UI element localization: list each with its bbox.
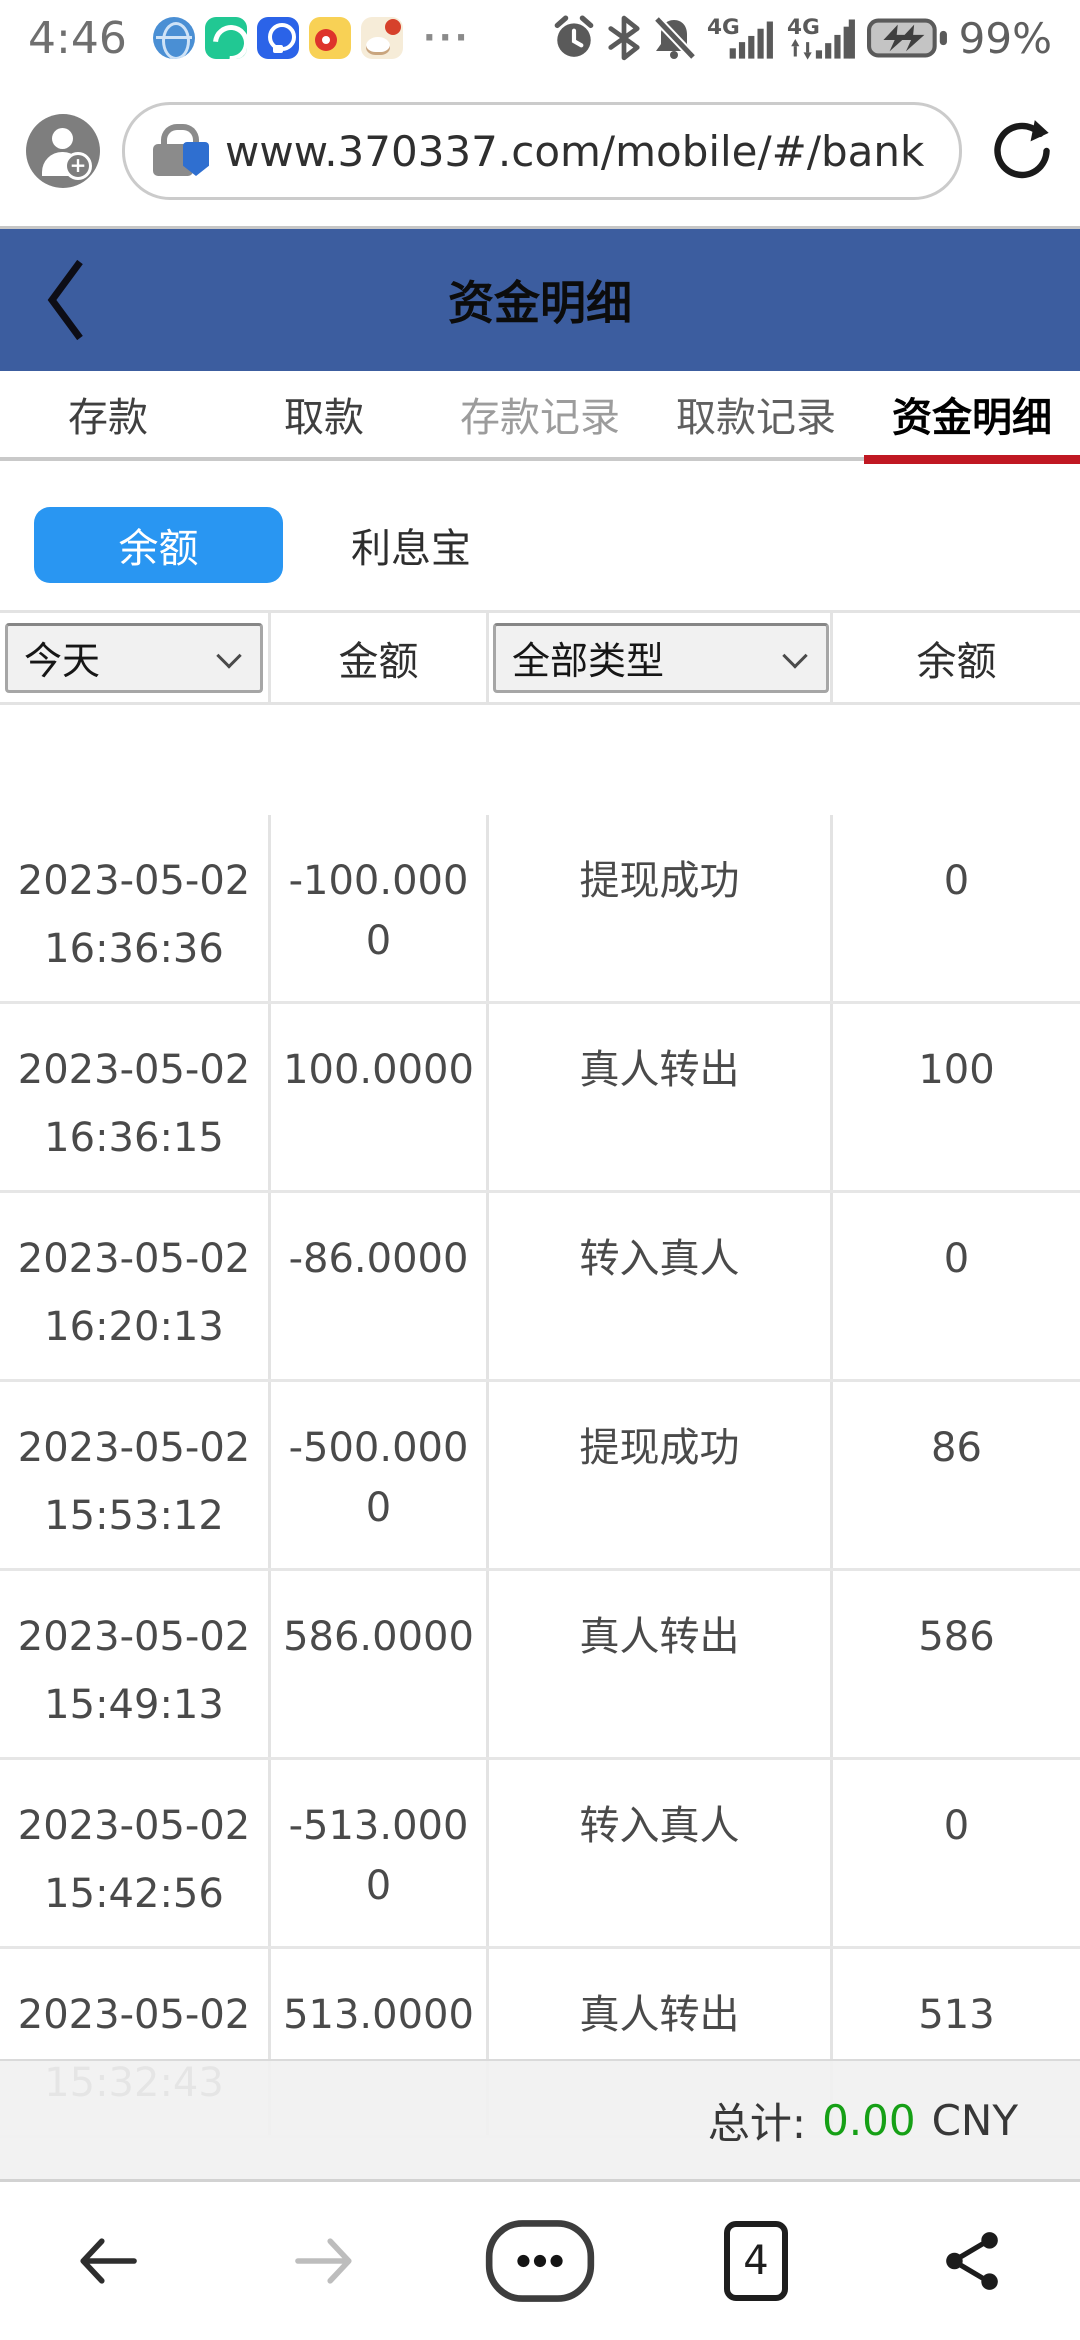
cell-type: 真人转出 <box>489 1004 833 1190</box>
subtab-balance-button[interactable]: 余额 <box>34 506 283 583</box>
weibo-app-icon <box>308 17 351 59</box>
cell-type: 真人转出 <box>489 1949 833 2135</box>
table-row: 2023-05-02 16:36:36 -100.0000 提现成功 0 <box>0 815 1080 1004</box>
total-currency: CNY <box>931 2095 1018 2145</box>
url-text: www.370337.com/mobile/#/bank <box>225 126 925 176</box>
cell-datetime: 2023-05-02 16:36:15 <box>0 1004 271 1190</box>
svg-text:4G: 4G <box>707 15 740 40</box>
cell-datetime: 2023-05-02 16:20:13 <box>0 1193 271 1379</box>
alarm-icon <box>554 15 593 57</box>
jd-dog-app-icon <box>360 17 403 59</box>
back-arrow-icon[interactable] <box>0 2235 216 2287</box>
cell-datetime: 2023-05-02 15:49:13 <box>0 1571 271 1757</box>
cell-amount: -86.0000 <box>271 1193 489 1379</box>
cell-amount: 586.0000 <box>271 1571 489 1757</box>
menu-pill-icon[interactable] <box>432 2219 648 2303</box>
cell-datetime: 2023-05-02 16:36:36 <box>0 815 271 1001</box>
table-row: 2023-05-02 15:42:56 -513.0000 转入真人 0 <box>0 1760 1080 1949</box>
tab-withdraw-records[interactable]: 取款记录 <box>676 395 836 441</box>
forward-arrow-icon[interactable] <box>216 2235 432 2287</box>
cell-amount: -513.0000 <box>271 1760 489 1946</box>
page-title: 资金明细 <box>448 276 632 330</box>
filter-date-cell: 今天 <box>0 613 271 702</box>
bell-muted-icon <box>653 15 696 61</box>
cell-balance: 0 <box>943 1803 970 1849</box>
balance-column-header: 余额 <box>916 638 997 685</box>
tab-deposit[interactable]: 存款 <box>68 395 148 441</box>
cell-datetime: 2023-05-02 15:42:56 <box>0 1760 271 1946</box>
cell-type: 转入真人 <box>489 1193 833 1379</box>
bluetooth-icon <box>608 15 640 61</box>
status-bar: 4:46 ··· 4G <box>0 0 1080 76</box>
tab-deposit-records[interactable]: 存款记录 <box>460 395 620 441</box>
battery-percent: 99% <box>958 13 1052 63</box>
svg-text:4G: 4G <box>787 15 820 40</box>
amount-header-cell: 金额 <box>271 613 489 702</box>
avatar-add-icon[interactable]: + <box>26 114 100 188</box>
cell-balance: 86 <box>931 1425 982 1471</box>
filter-type-cell: 全部类型 <box>489 613 833 702</box>
cell-balance: 0 <box>943 1236 970 1282</box>
signal-4g-icon: 4G <box>707 15 773 59</box>
more-notifications-icon: ··· <box>422 18 471 58</box>
cell-balance: 0 <box>943 858 970 904</box>
filter-header-row: 今天 金额 全部类型 余额 <box>0 610 1080 705</box>
date-range-select-value: 今天 <box>24 639 101 683</box>
cell-type: 转入真人 <box>489 1760 833 1946</box>
tab-withdraw[interactable]: 取款 <box>284 395 364 441</box>
browser-globe-app-icon <box>152 17 195 59</box>
tab-count-box: 4 <box>724 2221 788 2301</box>
subtab-row: 余额 利息宝 <box>0 461 1080 610</box>
green-swirl-app-icon <box>204 17 247 59</box>
cell-amount: -100.0000 <box>271 815 489 1001</box>
cell-type: 提现成功 <box>489 815 833 1001</box>
notification-app-icons <box>152 17 403 59</box>
table-row: 2023-05-02 16:36:15 100.0000 真人转出 100 <box>0 1004 1080 1193</box>
page-header: 资金明细 <box>0 229 1080 371</box>
status-system-icons: 4G 4G 99% <box>551 14 1052 63</box>
cell-balance: 586 <box>918 1614 995 1660</box>
cell-type: 真人转出 <box>489 1571 833 1757</box>
browser-bottom-nav: 4 <box>0 2182 1080 2340</box>
tab-funds-detail[interactable]: 资金明细 <box>864 371 1080 464</box>
back-chevron-icon[interactable] <box>44 257 86 343</box>
share-icon[interactable] <box>864 2230 1080 2292</box>
cell-amount: 100.0000 <box>271 1004 489 1190</box>
browser-address-row: + www.370337.com/mobile/#/bank <box>0 76 1080 226</box>
nav-tabs: 存款 取款 存款记录 取款记录 资金明细 <box>0 371 1080 464</box>
battery-charging-icon <box>866 18 947 58</box>
transactions-table: 2023-05-02 16:36:36 -100.0000 提现成功 0 202… <box>0 815 1080 2138</box>
signal-4g-updown-icon: 4G <box>787 15 855 60</box>
amount-column-header: 金额 <box>338 638 419 685</box>
type-select[interactable]: 全部类型 <box>493 622 829 693</box>
table-top-spacer <box>0 705 1080 815</box>
table-row: 2023-05-02 16:20:13 -86.0000 转入真人 0 <box>0 1193 1080 1382</box>
cell-balance: 100 <box>918 1047 995 1093</box>
cell-balance: 513 <box>918 1992 995 2038</box>
refresh-icon[interactable] <box>990 119 1054 183</box>
url-bar[interactable]: www.370337.com/mobile/#/bank <box>122 102 962 200</box>
cell-amount: -500.0000 <box>271 1382 489 1568</box>
bulb-app-icon <box>256 17 299 59</box>
chevron-down-icon <box>216 642 242 669</box>
cell-amount: 513.0000 <box>271 1949 489 2135</box>
clock-time: 4:46 <box>28 12 127 64</box>
divider <box>0 226 1080 229</box>
type-select-value: 全部类型 <box>512 639 665 683</box>
tab-count-button[interactable]: 4 <box>648 2221 864 2301</box>
chevron-down-icon <box>782 642 808 669</box>
cell-type: 提现成功 <box>489 1382 833 1568</box>
date-range-select[interactable]: 今天 <box>5 622 263 693</box>
summary-bar: 总计: 0.00 CNY <box>0 2059 1080 2182</box>
total-label: 总计: <box>707 2098 807 2148</box>
subtab-interest-button[interactable]: 利息宝 <box>351 525 471 572</box>
secure-lock-shield-icon <box>151 122 209 180</box>
cell-datetime: 2023-05-02 15:53:12 <box>0 1382 271 1568</box>
total-value: 0.00 <box>822 2095 916 2145</box>
table-row: 2023-05-02 15:49:13 586.0000 真人转出 586 <box>0 1571 1080 1760</box>
table-row: 2023-05-02 15:53:12 -500.0000 提现成功 86 <box>0 1382 1080 1571</box>
balance-header-cell: 余额 <box>833 613 1080 702</box>
